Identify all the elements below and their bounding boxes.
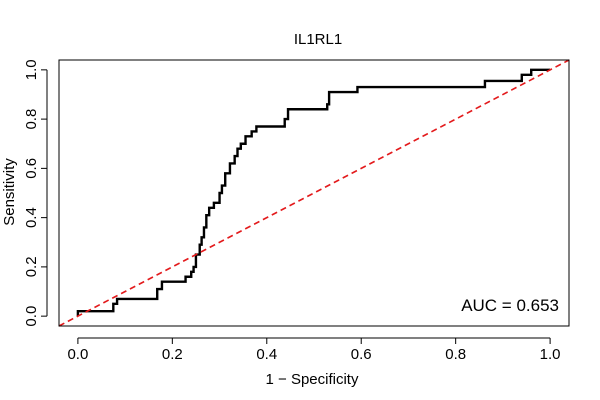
y-tick-label: 0.8: [23, 109, 40, 130]
y-tick-label: 1.0: [23, 59, 40, 80]
axis-layer: 0.0 0.2 0.4 0.6 0.8 1.0 0.0 0.2 0.4 0.6 0.8 1.0: [23, 59, 570, 363]
plot-frame: [58, 59, 570, 327]
auc-annotation: AUC = 0.653: [461, 296, 559, 315]
x-tick-label: 0.4: [256, 346, 277, 363]
x-tick-label: 0.8: [445, 346, 466, 363]
y-axis-label: Sensitivity: [1, 158, 18, 226]
roc-curve-line: [76, 68, 551, 317]
y-tick-label: 0.4: [23, 207, 40, 228]
x-axis-label: 1 − Specificity: [266, 371, 359, 388]
x-tick-label: 1.0: [540, 346, 561, 363]
x-tick-label: 0.6: [351, 346, 372, 363]
y-tick-label: 0.0: [23, 306, 40, 327]
x-tick-label: 0.0: [67, 346, 88, 363]
plot-layer: [58, 59, 570, 327]
reference-diagonal-line: [58, 59, 570, 327]
y-tick-label: 0.6: [23, 158, 40, 179]
y-tick-label: 0.2: [23, 256, 40, 277]
chart-title: IL1RL1: [294, 31, 342, 48]
x-tick-label: 0.2: [162, 346, 183, 363]
